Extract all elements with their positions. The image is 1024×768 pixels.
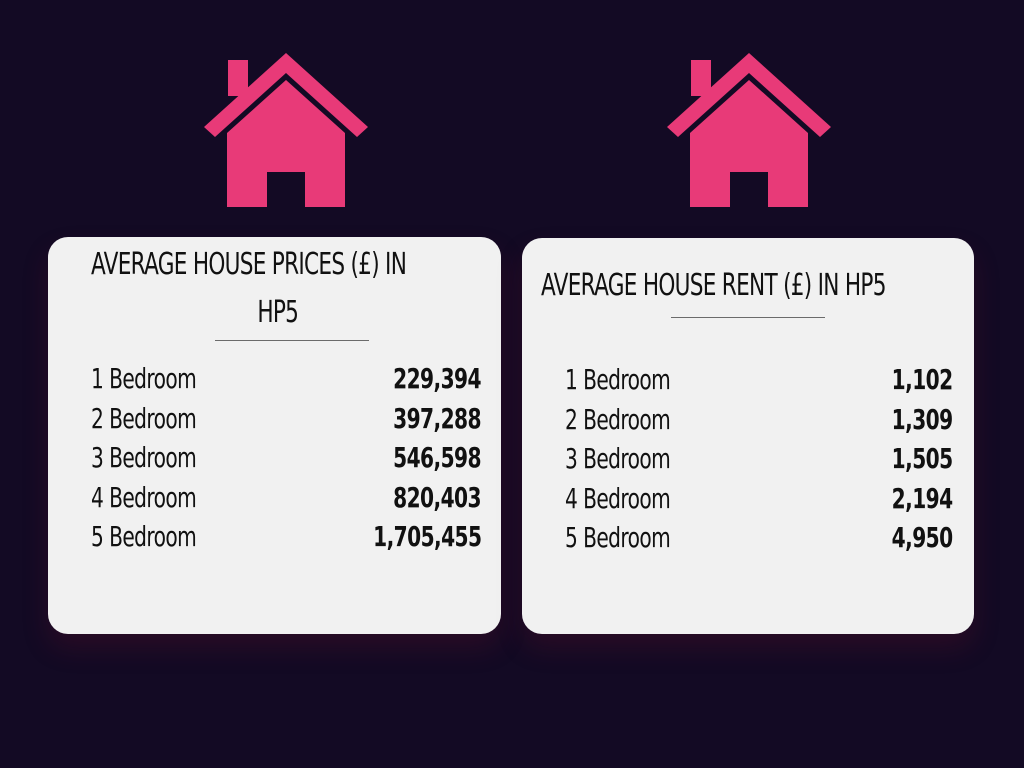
price-value: 397,288 <box>393 401 481 435</box>
house-prices-title-line1: AVERAGE HOUSE PRICES (£) IN <box>91 247 407 282</box>
bedroom-label: 3 Bedroom <box>565 442 671 476</box>
list-item: 5 Bedroom 4,950 <box>565 518 954 558</box>
bedroom-label: 1 Bedroom <box>565 363 671 397</box>
list-item: 1 Bedroom 1,102 <box>565 360 954 400</box>
house-rent-list: 1 Bedroom 1,102 2 Bedroom 1,309 3 Bedroo… <box>565 360 954 558</box>
bedroom-label: 5 Bedroom <box>91 520 197 554</box>
list-item: 2 Bedroom 1,309 <box>565 400 954 440</box>
bedroom-label: 1 Bedroom <box>91 362 197 396</box>
bedroom-label: 5 Bedroom <box>565 521 671 555</box>
bedroom-label: 4 Bedroom <box>91 480 197 514</box>
house-icon <box>201 50 371 210</box>
list-item: 4 Bedroom 2,194 <box>565 479 954 519</box>
house-rent-title: AVERAGE HOUSE RENT (£) IN HP5 <box>541 268 886 303</box>
house-icon-svg <box>204 53 368 207</box>
price-value: 229,394 <box>393 362 481 396</box>
list-item: 3 Bedroom 1,505 <box>565 439 954 479</box>
house-rent-card: AVERAGE HOUSE RENT (£) IN HP5 1 Bedroom … <box>522 238 974 634</box>
price-value: 546,598 <box>393 441 481 475</box>
bedroom-label: 2 Bedroom <box>565 402 671 436</box>
house-prices-title: AVERAGE HOUSE PRICES (£) IN HP5 <box>91 241 407 337</box>
house-prices-list: 1 Bedroom 229,394 2 Bedroom 397,288 3 Be… <box>91 359 482 557</box>
title-divider <box>215 340 369 341</box>
list-item: 2 Bedroom 397,288 <box>91 399 482 439</box>
house-prices-card: AVERAGE HOUSE PRICES (£) IN HP5 1 Bedroo… <box>48 237 501 634</box>
rent-value: 1,102 <box>892 363 953 397</box>
rent-value: 2,194 <box>892 481 953 515</box>
bedroom-label: 2 Bedroom <box>91 401 197 435</box>
list-item: 4 Bedroom 820,403 <box>91 478 482 518</box>
bedroom-label: 3 Bedroom <box>91 441 197 475</box>
rent-value: 4,950 <box>892 521 953 555</box>
rent-value: 1,309 <box>892 402 953 436</box>
list-item: 3 Bedroom 546,598 <box>91 438 482 478</box>
title-divider <box>671 317 825 318</box>
house-prices-title-line2: HP5 <box>257 295 299 330</box>
rent-value: 1,505 <box>892 442 953 476</box>
list-item: 1 Bedroom 229,394 <box>91 359 482 399</box>
house-icon-svg <box>667 53 831 207</box>
price-value: 1,705,455 <box>372 520 482 554</box>
house-icon <box>664 50 834 210</box>
list-item: 5 Bedroom 1,705,455 <box>91 517 482 557</box>
bedroom-label: 4 Bedroom <box>565 481 671 515</box>
price-value: 820,403 <box>393 480 481 514</box>
